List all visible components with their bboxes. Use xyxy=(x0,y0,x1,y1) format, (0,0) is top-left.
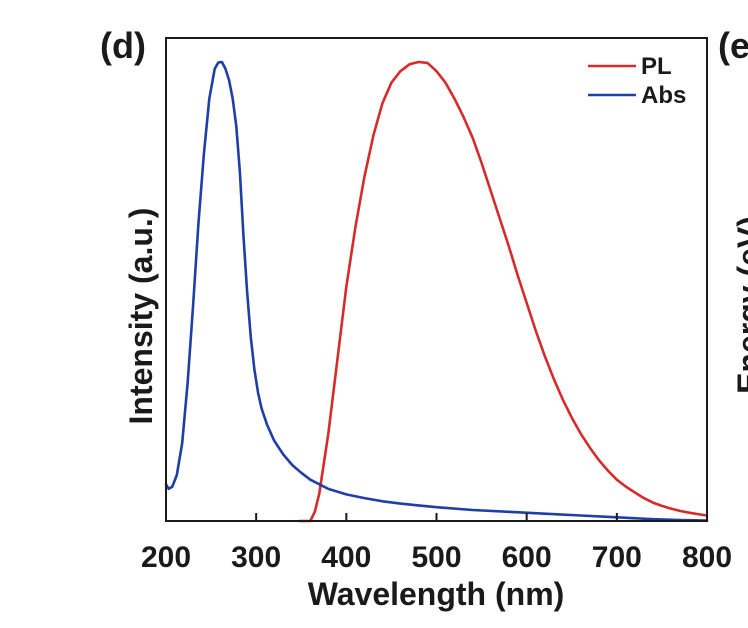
legend-label-abs: Abs xyxy=(641,82,686,109)
neighbor-panel-y-axis-title: Energy (eV) xyxy=(731,216,748,394)
y-axis-title: Intensity (a.u.) xyxy=(123,208,159,425)
panel-label: (d) xyxy=(100,25,146,66)
series-line-abs xyxy=(164,60,709,522)
x-tick-label: 800 xyxy=(682,541,732,574)
legend-label-pl: PL xyxy=(641,53,672,80)
series-line-pl xyxy=(298,60,709,523)
x-tick-label: 400 xyxy=(321,541,371,574)
x-axis-title: Wavelength (nm) xyxy=(308,576,565,612)
curves-group xyxy=(164,60,709,523)
x-tick-label: 600 xyxy=(502,541,552,574)
x-tick-label: 300 xyxy=(231,541,281,574)
neighbor-panel-label: (e xyxy=(718,25,748,66)
x-tick-label: 200 xyxy=(141,541,191,574)
x-tick-label: 700 xyxy=(592,541,642,574)
x-axis-ticks: 200 300 400 500 600 700 800 xyxy=(141,513,732,574)
x-tick-label: 500 xyxy=(411,541,461,574)
